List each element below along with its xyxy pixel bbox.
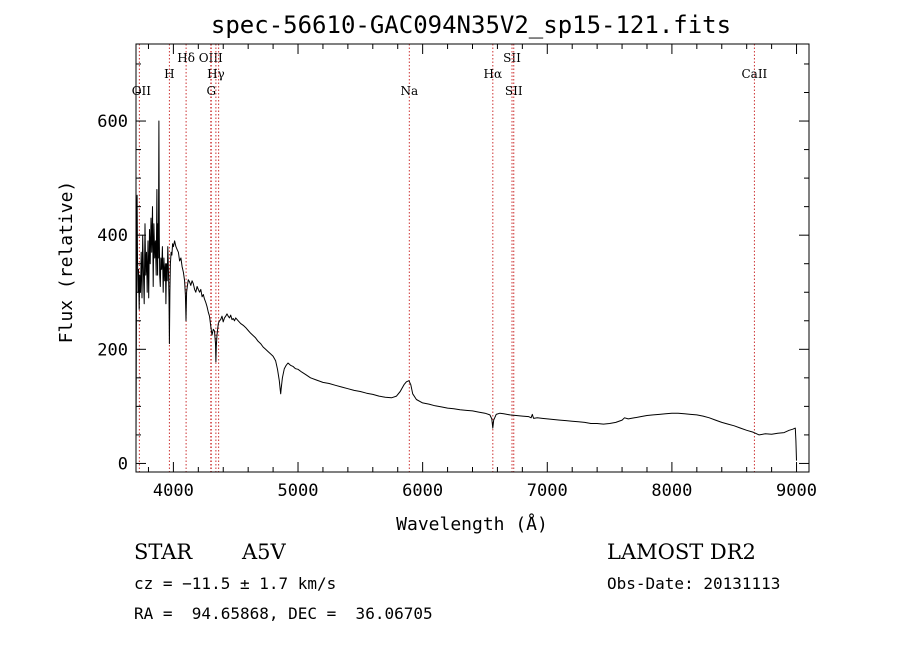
object-class: STAR (134, 540, 193, 564)
spectral-line-label-2: Hδ (177, 51, 195, 65)
axes: 4000 5000 6000 7000 8000 9000 0 200 400 600 (97, 43, 817, 501)
y-tick-label: 400 (97, 226, 128, 246)
observation-date: Obs-Date: 20131113 (607, 574, 781, 593)
x-tick-label: 4000 (153, 481, 194, 501)
y-tick-label: 200 (97, 340, 128, 360)
coordinates-readout: RA = 94.65868, DEC = 36.06705 (134, 604, 433, 623)
spectral-line-label-1: H (164, 67, 174, 81)
x-tick-label: 8000 (651, 481, 692, 501)
x-axis-label: Wavelength (Å) (396, 513, 548, 535)
y-tick-label: 600 (97, 112, 128, 132)
spectral-line-label-9: SII (503, 51, 521, 65)
spectrum-series-line (135, 120, 797, 461)
survey-name: LAMOST DR2 (607, 540, 756, 564)
spectral-line-label-5: G (206, 84, 216, 98)
plot-area: OIIHHδOIIIHγGNaHαSIISIICaII (132, 44, 797, 472)
spectral-line-label-0: OII (132, 84, 152, 98)
y-axis-label: Flux (relative) (56, 181, 77, 344)
x-tick-label: 9000 (776, 481, 817, 501)
plot-frame (135, 43, 810, 473)
redshift-readout: cz = −11.5 ± 1.7 km/s (134, 574, 337, 593)
x-tick-label: 7000 (527, 481, 568, 501)
spectral-line-label-7: Na (400, 84, 418, 98)
spectral-line-label-11: CaII (741, 67, 767, 81)
y-tick-label: 0 (118, 454, 128, 474)
spectral-subclass: A5V (242, 540, 286, 564)
spectral-line-label-10: SII (505, 84, 523, 98)
x-tick-label: 6000 (402, 481, 443, 501)
spectral-line-label-4: Hγ (207, 67, 225, 81)
chart-title: spec-56610-GAC094N35V2_sp15-121.fits (211, 11, 731, 39)
x-tick-label: 5000 (278, 481, 319, 501)
spectral-line-label-8: Hα (484, 67, 503, 81)
